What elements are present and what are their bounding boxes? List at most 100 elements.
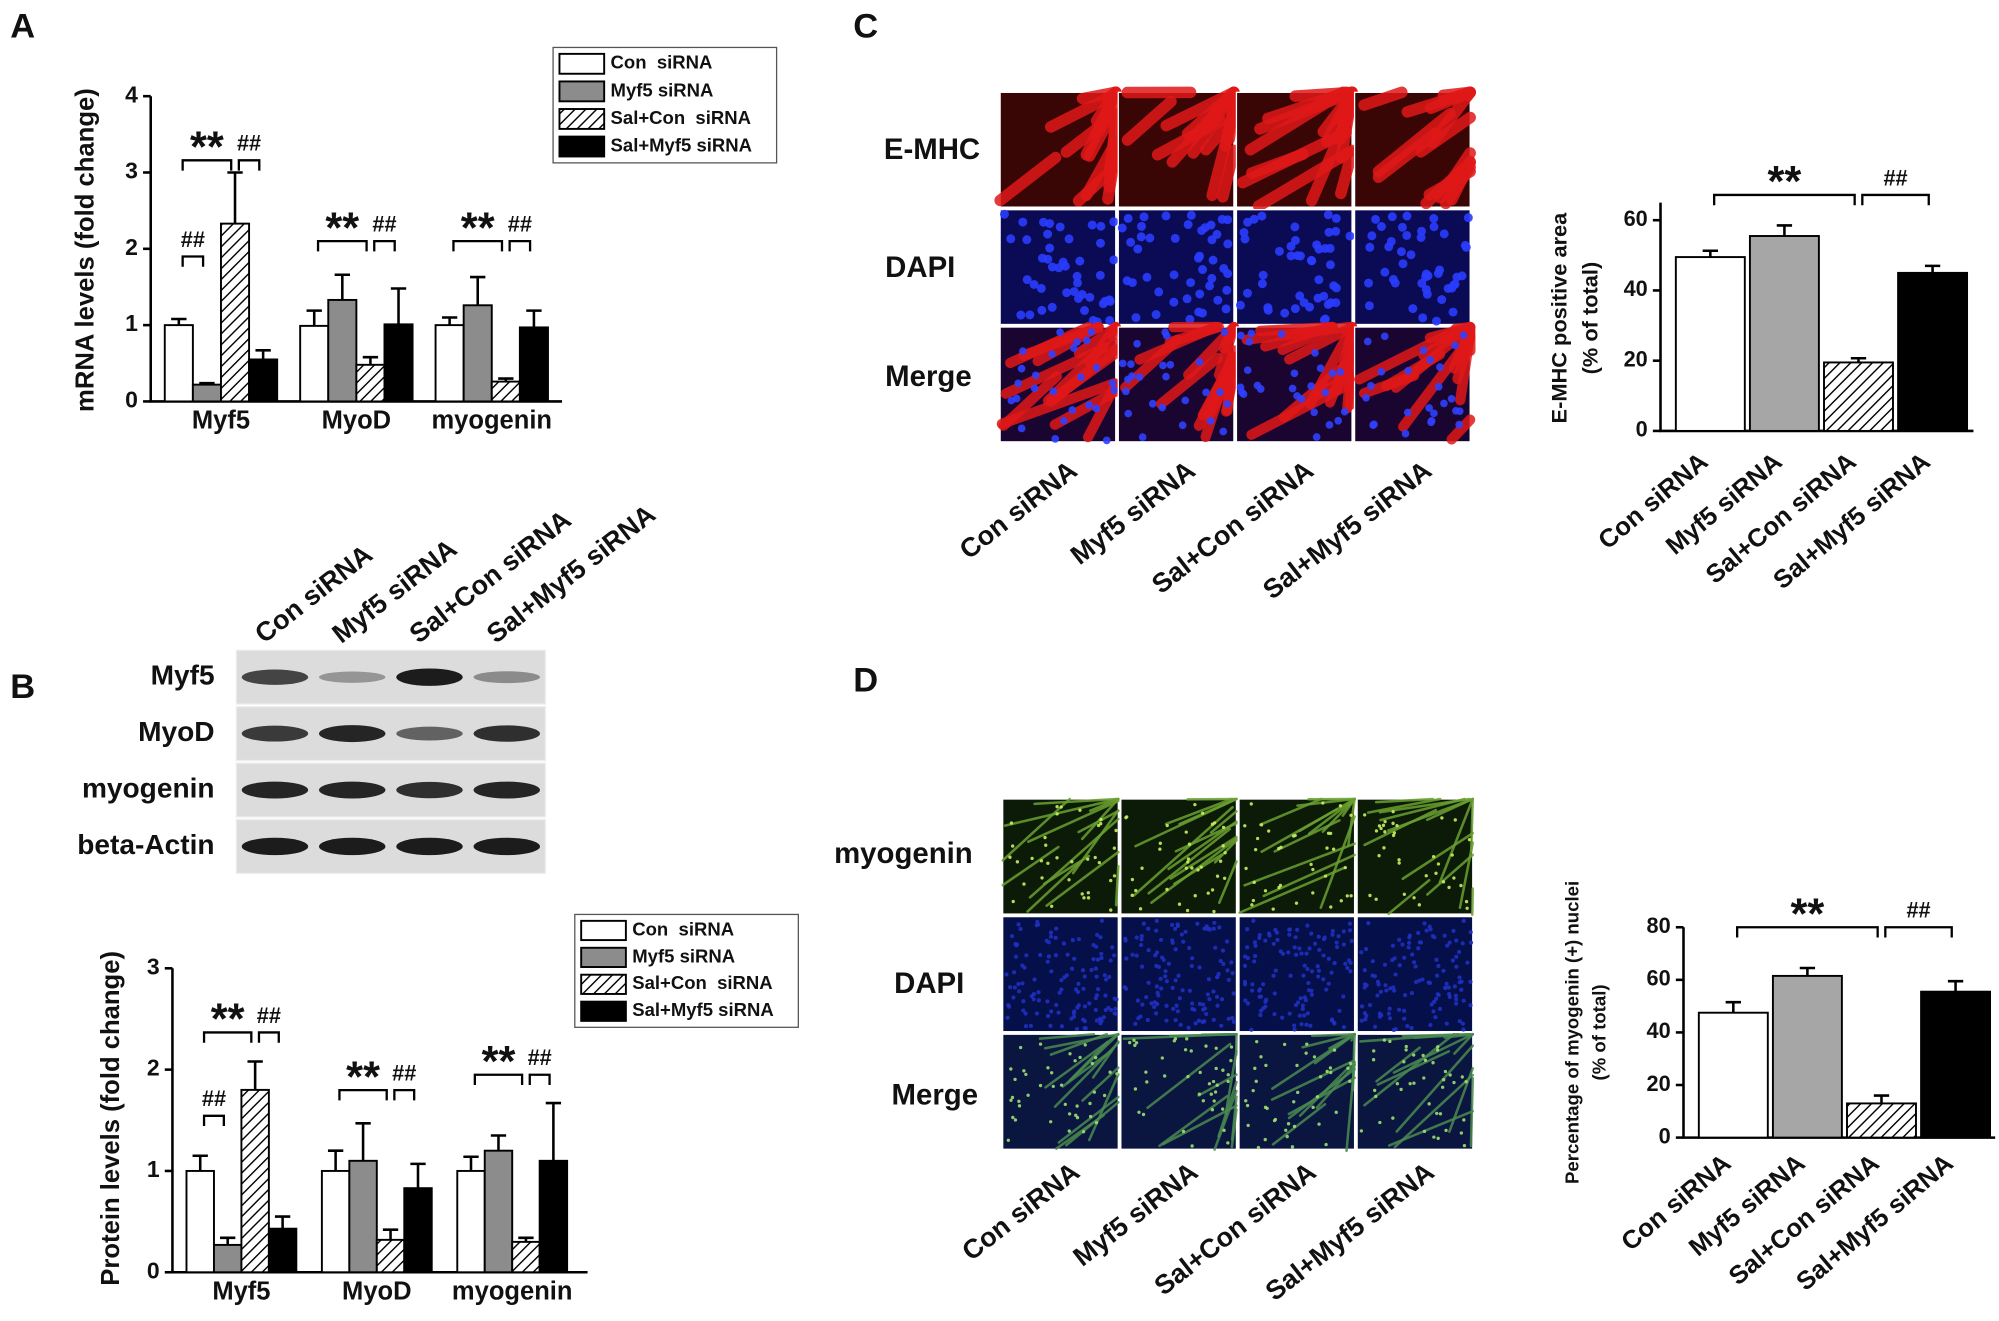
micrograph-nucleus xyxy=(1005,1015,1010,1020)
micrograph-nucleus xyxy=(1341,929,1346,934)
micrograph-nucleus xyxy=(1231,991,1236,996)
micrograph-nucleus xyxy=(1145,233,1155,243)
micrograph-fiber xyxy=(1387,878,1431,916)
micrograph-nucleus xyxy=(1413,964,1418,969)
micrograph-nucleus xyxy=(1305,1042,1309,1046)
micrograph-nucleus xyxy=(1263,305,1273,315)
micrograph-nucleus xyxy=(1321,801,1325,805)
micrograph-nucleus xyxy=(1440,399,1448,408)
micrograph-fiber xyxy=(1043,854,1091,886)
micrograph-nucleus xyxy=(1215,975,1220,980)
micrograph-nucleus xyxy=(1158,937,1164,942)
micrograph-nucleus xyxy=(1141,1112,1146,1117)
micrograph-nucleus xyxy=(1271,907,1275,911)
micrograph-cell xyxy=(1353,86,1476,210)
micrograph-nucleus xyxy=(1226,1016,1231,1021)
micrograph-fiber xyxy=(1420,156,1476,210)
micrograph-nucleus xyxy=(1452,272,1462,282)
micrograph-nucleus xyxy=(1317,947,1322,952)
micrograph-nucleus xyxy=(1007,396,1016,405)
significance-bracket xyxy=(181,255,205,267)
micrograph-nucleus xyxy=(1362,968,1367,973)
micrograph-nucleus xyxy=(1294,901,1299,905)
micrograph-fiber xyxy=(1053,1041,1120,1108)
micrograph-nucleus xyxy=(1223,400,1232,408)
micrograph-fiber xyxy=(1217,860,1238,905)
micrograph-nucleus xyxy=(1272,1012,1277,1017)
micrograph-nucleus xyxy=(1114,828,1118,833)
micrograph-nucleus xyxy=(1054,1002,1059,1008)
micrograph-nucleus xyxy=(1287,932,1292,937)
significance-bracket xyxy=(528,1073,551,1086)
micrograph-nucleus xyxy=(1223,851,1227,855)
axis-line xyxy=(149,96,563,403)
micrograph-fiber xyxy=(1044,1032,1120,1089)
micrograph-nucleus xyxy=(1331,213,1341,223)
error-bar xyxy=(171,317,187,326)
micrograph-nucleus xyxy=(1393,1027,1398,1032)
micrograph-nucleus xyxy=(1205,992,1210,997)
micrograph-nucleus xyxy=(1463,213,1473,223)
micrograph-nucleus xyxy=(1377,853,1381,858)
y-tick-label: 3 xyxy=(147,953,160,979)
micrograph-nucleus xyxy=(1112,846,1116,850)
micrograph-nucleus xyxy=(1021,999,1026,1004)
micrograph-cell xyxy=(1353,321,1476,445)
micrograph-fiber xyxy=(1218,321,1239,354)
micrograph-nucleus xyxy=(1135,373,1144,381)
micrograph-nucleus xyxy=(1326,956,1331,961)
micrograph-nucleus xyxy=(1364,301,1374,311)
micrograph-nucleus xyxy=(1297,946,1302,951)
micrograph-fiber xyxy=(1045,850,1120,907)
legend-swatch xyxy=(580,946,627,968)
micrograph-nucleus xyxy=(1399,1087,1403,1092)
micrograph-nucleus xyxy=(1184,830,1188,834)
micrograph-nucleus xyxy=(1102,1093,1107,1098)
micrograph-nucleus xyxy=(1043,835,1047,840)
micrograph-nucleus xyxy=(1053,953,1058,958)
micrograph-nucleus xyxy=(1449,280,1459,290)
micrograph-nucleus xyxy=(1431,316,1441,326)
micrograph-nucleus xyxy=(1258,1013,1263,1018)
micrograph-nucleus xyxy=(1148,399,1157,408)
micrograph-nucleus xyxy=(1189,963,1194,969)
micrograph-fiber xyxy=(1217,144,1240,203)
micrograph-nucleus xyxy=(1326,831,1331,835)
micrograph-nucleus xyxy=(1467,838,1472,842)
micrograph-nucleus xyxy=(1305,923,1310,928)
micrograph-nucleus xyxy=(1093,966,1098,971)
legend-label: Myf5 siRNA xyxy=(611,79,714,100)
micrograph-nucleus xyxy=(1017,364,1026,373)
significance-bracket xyxy=(452,239,504,252)
micrograph-col-label: Con siRNA xyxy=(956,1156,1085,1266)
micrograph-nucleus xyxy=(1249,1027,1254,1032)
micrograph-nucleus xyxy=(1024,953,1029,958)
micrograph-cell xyxy=(1356,915,1474,1033)
micrograph-nucleus xyxy=(1418,313,1428,323)
y-axis-label: (% of total) xyxy=(1588,984,1609,1080)
micrograph-bg xyxy=(1238,915,1356,1033)
micrograph-nucleus xyxy=(1080,968,1086,973)
micrograph-nucleus xyxy=(1436,1136,1440,1141)
micrograph-fiber xyxy=(1273,819,1341,853)
significance-bracket xyxy=(508,239,532,252)
micrograph-nucleus xyxy=(1261,1006,1266,1011)
micrograph-cell xyxy=(994,86,1122,208)
micrograph-nucleus xyxy=(1008,855,1012,859)
micrograph-nucleus xyxy=(1461,1027,1466,1032)
micrograph-nucleus xyxy=(1460,1021,1465,1026)
micrograph-cell xyxy=(1356,1032,1475,1150)
significance-bracket xyxy=(338,1088,388,1101)
micrograph-fiber xyxy=(1345,1061,1356,1153)
micrograph-fiber xyxy=(1055,1114,1105,1150)
micrograph-nucleus xyxy=(1454,964,1459,969)
micrograph-nucleus xyxy=(1293,833,1297,838)
significance-label: ** xyxy=(190,124,224,172)
micrograph-nucleus xyxy=(1315,964,1320,969)
micrograph-nucleus xyxy=(1045,999,1050,1004)
micrograph-nucleus xyxy=(1016,981,1021,987)
micrograph-nucleus xyxy=(1404,1048,1408,1052)
micrograph-nucleus xyxy=(1097,860,1101,865)
micrograph-nucleus xyxy=(1306,988,1311,993)
significance-bracket xyxy=(237,159,261,171)
